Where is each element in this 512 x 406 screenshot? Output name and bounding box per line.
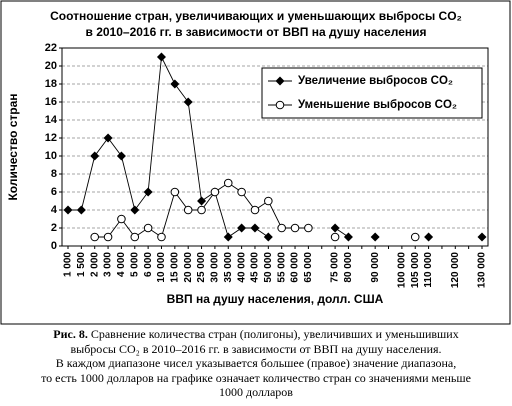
- point: [197, 205, 206, 215]
- x-tick-label: 1 500: [76, 252, 87, 277]
- caption-line: выбросы CO₂ в 2010–2016 гг. в зависимост…: [70, 341, 442, 356]
- x-tick-label: 4 000: [116, 252, 127, 277]
- chart-title: в 2010–2016 гг. в зависимости от ВВП на …: [86, 25, 427, 39]
- point: [117, 214, 126, 224]
- x-tick-label: 10 000: [156, 252, 167, 283]
- x-tick-label: 45 000: [250, 252, 261, 283]
- point: [103, 232, 113, 242]
- x-tick-label: 80 000: [343, 252, 354, 283]
- point: [424, 232, 434, 242]
- plot-frame: [61, 47, 489, 247]
- point: [277, 223, 286, 233]
- point: [197, 196, 207, 206]
- point: [343, 232, 353, 242]
- y-tick-label: 18: [45, 78, 57, 90]
- chart-title: Соотношение стран, увеличивающих и умень…: [50, 9, 462, 23]
- point: [90, 151, 100, 161]
- legend-marker: [275, 100, 285, 110]
- x-tick-label: 130 000: [477, 252, 488, 289]
- point: [156, 52, 166, 62]
- chart: Соотношение стран, увеличивающих и умень…: [0, 0, 511, 325]
- x-tick-label: 2 000: [89, 252, 100, 277]
- x-tick-label: 75 000: [330, 252, 341, 283]
- point: [210, 187, 220, 197]
- x-tick-label: 60 000: [290, 252, 301, 283]
- point: [410, 232, 420, 242]
- caption-line: 1000 долларов: [219, 385, 293, 399]
- point: [237, 187, 246, 197]
- point: [76, 205, 86, 215]
- y-tick-label: 8: [51, 168, 57, 180]
- point: [130, 232, 140, 242]
- legend-marker: [275, 76, 285, 86]
- x-tick-label: 3 000: [103, 252, 114, 277]
- x-tick-label: 35 000: [223, 252, 234, 283]
- x-tick-label: 90 000: [370, 252, 381, 283]
- legend-label: Увеличение выбросов CO₂: [298, 75, 453, 87]
- point: [90, 232, 100, 242]
- point: [330, 223, 340, 233]
- point: [304, 223, 313, 233]
- y-tick-label: 16: [45, 96, 57, 108]
- point: [63, 205, 73, 215]
- legend-label: Уменьшение выбросов CO₂: [298, 99, 457, 111]
- caption-label: Рис. 8.: [53, 327, 88, 341]
- point: [157, 232, 166, 242]
- point: [103, 133, 113, 143]
- caption: Рис. 8. Сравнение количества стран (поли…: [0, 327, 512, 400]
- y-tick-label: 0: [51, 240, 57, 252]
- y-tick-label: 10: [45, 150, 57, 162]
- x-tick-label: 6 000: [143, 252, 154, 277]
- x-tick-label: 40 000: [236, 252, 247, 283]
- y-tick-label: 6: [51, 186, 57, 198]
- chart-frame: [0, 0, 511, 325]
- x-tick-label: 55 000: [276, 252, 287, 283]
- point: [223, 232, 233, 242]
- point: [183, 205, 193, 215]
- x-tick-label: 1 000: [63, 252, 74, 277]
- point: [237, 223, 247, 233]
- x-tick-label: 65 000: [303, 252, 314, 283]
- point: [330, 232, 340, 242]
- point: [170, 79, 180, 89]
- y-axis-title: Количество стран: [6, 93, 20, 200]
- point: [116, 151, 126, 161]
- x-axis-title: ВВП на душу населения, долл. США: [167, 292, 384, 306]
- x-tick-label: 100 000: [397, 252, 408, 289]
- point: [263, 232, 273, 242]
- x-tick-label: 5 000: [129, 252, 140, 277]
- y-tick-label: 22: [45, 42, 57, 54]
- point: [250, 205, 260, 215]
- point: [170, 187, 180, 197]
- y-tick-label: 20: [45, 60, 57, 72]
- y-tick-label: 14: [45, 114, 58, 126]
- point: [143, 223, 153, 233]
- x-tick-label: 15 000: [169, 252, 180, 283]
- legend-box: [261, 67, 483, 119]
- x-tick-label: 20 000: [183, 252, 194, 283]
- point: [264, 196, 273, 206]
- y-tick-label: 12: [45, 132, 57, 144]
- x-tick-label: 105 000: [410, 252, 421, 289]
- x-tick-label: 30 000: [210, 252, 221, 283]
- point: [250, 223, 260, 233]
- point: [143, 187, 153, 197]
- x-tick-label: 50 000: [263, 252, 274, 283]
- caption-line: В каждом диапазоне чисел указывается бол…: [55, 356, 457, 370]
- point: [183, 97, 193, 107]
- point: [477, 232, 487, 242]
- point: [223, 178, 233, 188]
- point: [130, 205, 140, 215]
- x-tick-label: 120 000: [450, 252, 461, 289]
- x-tick-label: 110 000: [423, 252, 434, 288]
- x-tick-label: 25 000: [196, 252, 207, 283]
- caption-line: то есть 1000 долларов на графике означае…: [41, 370, 471, 385]
- y-tick-label: 2: [51, 222, 57, 234]
- point: [370, 232, 380, 242]
- y-tick-label: 4: [51, 204, 58, 216]
- caption-line: Сравнение количества стран (полигоны), у…: [90, 327, 459, 341]
- point: [290, 223, 300, 233]
